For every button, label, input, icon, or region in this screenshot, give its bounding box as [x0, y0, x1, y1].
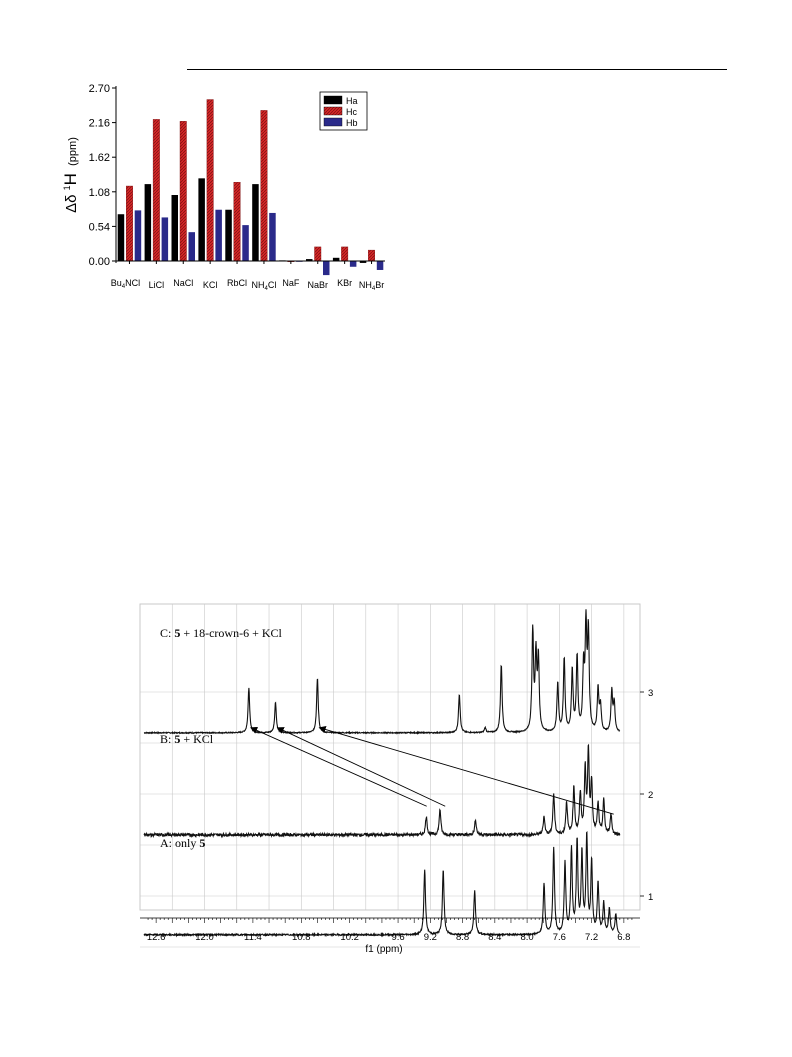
x-tick-label: KCl [203, 280, 218, 290]
x-axis-title: f1 (ppm) [365, 944, 402, 955]
x-tick-label: NaCl [173, 278, 193, 288]
x-tick-label: NaBr [307, 280, 328, 290]
shift-arrow [250, 726, 427, 807]
bar-ha [171, 195, 178, 261]
bar-hb [376, 261, 384, 270]
spectrum-label: B: 5 + KCl [160, 732, 214, 746]
bar-hb [269, 212, 276, 261]
y-axis: 2.70 2.16 1.62 1.08 0.54 0.00 [89, 83, 117, 268]
bar-ha [252, 184, 259, 261]
x-tick-label: 6.8 [617, 932, 630, 943]
y-tick-label: 3 [648, 688, 653, 699]
x-tick-label: 12.6 [147, 932, 166, 943]
x-tick-label: NaF [282, 278, 300, 288]
x-tick-label: 8.8 [456, 932, 469, 943]
x-axis: Bu4NCl LiCl NaCl KCl RbCl NH4Cl NaF NaBr KBr NH4B… [111, 260, 385, 292]
shift-arrow [276, 727, 446, 807]
y-tick-label: 0.54 [89, 221, 110, 233]
bars [117, 99, 384, 276]
x-tick-label: KBr [337, 278, 352, 288]
y-tick-label: 1.62 [89, 152, 110, 164]
x-axis: 12.6 12.0 11.4 10.8 10.2 9.6 9.2 8.8 8.4 8.0 7.6 7.… [140, 917, 640, 943]
spectrum-label: C: 5 + 18-crown-6 + KCl [160, 626, 283, 640]
x-tick-label: 11.4 [244, 932, 262, 943]
spectrum-line [143, 831, 620, 938]
spectrum-labels: C: 5 + 18-crown-6 + KCl B: 5 + KCl A: only… [160, 626, 283, 850]
y-tick-label: 2.70 [89, 83, 110, 95]
bar-hb [215, 209, 222, 261]
shift-arrows [250, 726, 614, 815]
x-tick-label: 7.2 [585, 932, 598, 943]
bar-hb [242, 225, 249, 261]
y-tick-label: 2.16 [89, 118, 110, 130]
spectra [143, 609, 621, 938]
bar-ha [117, 214, 125, 261]
bar-ha [359, 261, 367, 263]
bar-ha [332, 257, 340, 261]
plot-frame [139, 603, 641, 911]
bar-ha [144, 184, 152, 261]
x-tick-label: 9.6 [391, 932, 404, 943]
bar-chart: Δδ 1H (ppm) 2.70 2.16 1.62 1.08 0.54 0.00 Bu4… [61, 83, 385, 292]
x-tick-label: LiCl [149, 280, 165, 290]
x-tick-label: NH4Cl [252, 280, 277, 292]
y-axis-title-main: Δδ [63, 190, 80, 213]
legend-label-hb: Hb [346, 118, 358, 128]
bar-ha [225, 209, 232, 261]
y-tick-label: 1.08 [89, 187, 110, 199]
x-tick-label: Bu4NCl [111, 278, 140, 290]
grid [139, 603, 641, 948]
legend-label-hc: Hc [346, 107, 357, 117]
y-tick-label: 1 [648, 892, 653, 903]
bar-hb [188, 232, 195, 261]
y-tick-label: 0.00 [89, 256, 110, 268]
x-tick-label: 8.0 [520, 932, 533, 943]
shift-arrow [318, 726, 614, 815]
spectrum-label: A: only 5 [160, 836, 205, 850]
spectrum-line [143, 609, 621, 735]
x-tick-label: 12.0 [195, 932, 214, 943]
spectrum-line [143, 743, 621, 839]
bar-hb [134, 210, 142, 261]
y-axis-title-unit: (ppm) [67, 137, 79, 166]
x-tick-label: 10.8 [292, 932, 311, 943]
x-tick-label: 9.2 [424, 932, 437, 943]
bar-hb [161, 217, 169, 261]
legend-label-ha: Ha [346, 96, 358, 106]
x-tick-label: RbCl [227, 278, 247, 288]
x-tick-label: 8.4 [488, 932, 501, 943]
y-axis-title-tail: H [61, 173, 80, 185]
bar-ha [306, 259, 313, 261]
x-tick-label: 7.6 [553, 932, 566, 943]
bar-hb [323, 261, 330, 276]
x-tick-label: 10.2 [340, 932, 359, 943]
y-tick-label: 2 [648, 790, 653, 801]
svg-text:Δδ 1H (ppm): Δδ 1H (ppm) [61, 137, 80, 213]
legend-swatch-hb [323, 117, 343, 127]
bar-ha [198, 178, 205, 261]
page-header-rule [187, 69, 727, 70]
bar-hb [349, 261, 357, 267]
y-axis-title-sup: 1 [62, 185, 72, 190]
legend-swatch-ha [323, 95, 343, 105]
y-axis: 3 2 1 [640, 688, 653, 903]
legend-swatch-hc [323, 106, 343, 116]
y-axis-title: Δδ 1H (ppm) [61, 137, 80, 213]
x-tick-label: NH4Br [359, 280, 384, 292]
